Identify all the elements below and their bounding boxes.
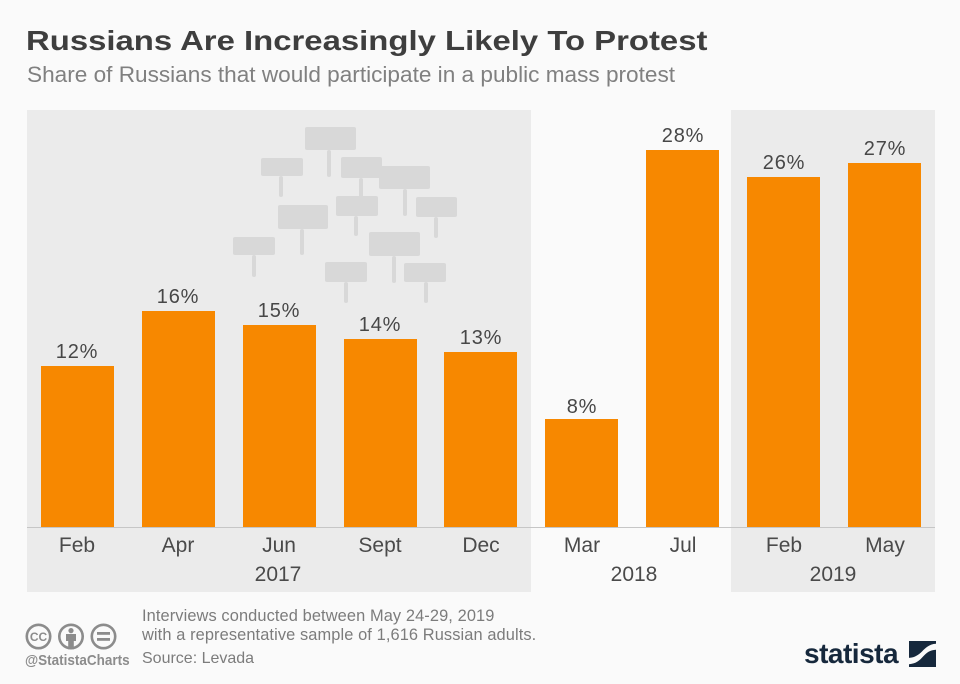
svg-text:CC: CC (30, 630, 48, 644)
